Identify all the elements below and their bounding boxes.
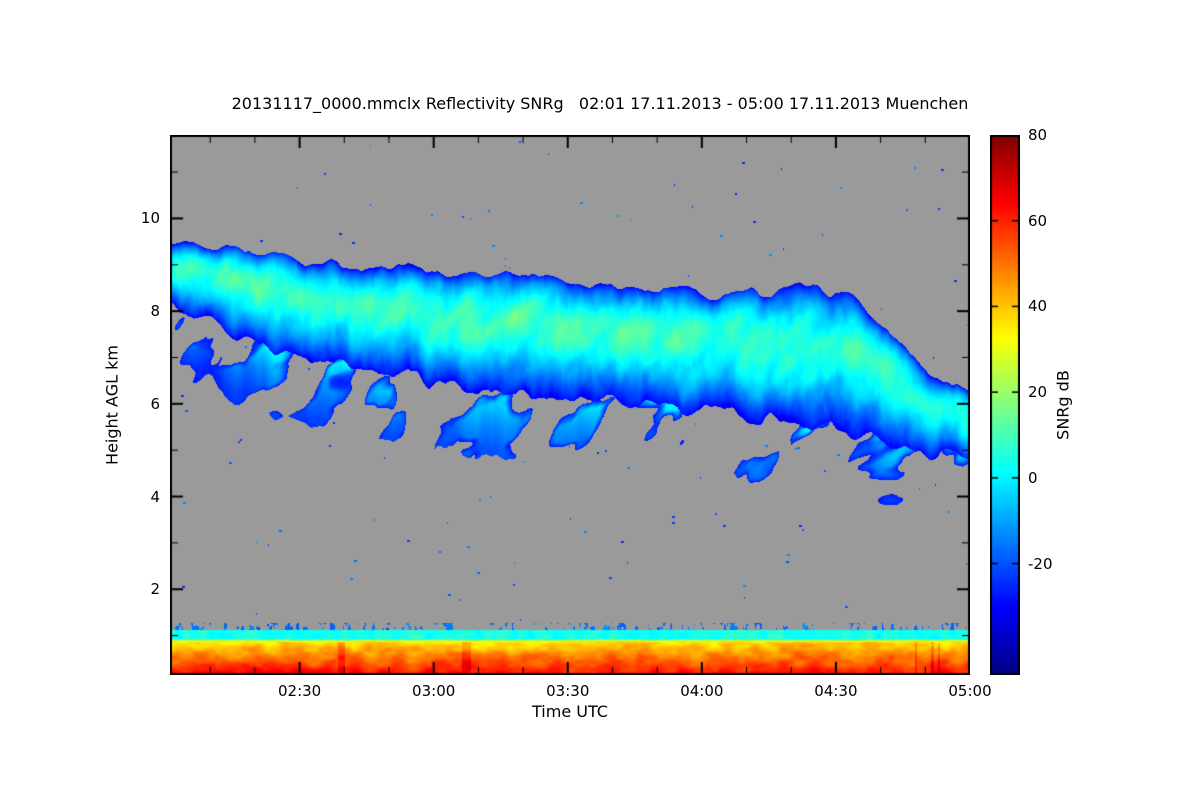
y-tick-label: 10 <box>140 209 160 228</box>
colorbar-tick-label: 80 <box>1028 126 1048 144</box>
x-tick-label: 03:00 <box>412 682 456 700</box>
y-tick-label: 6 <box>150 394 160 413</box>
y-tick-label: 4 <box>150 487 160 506</box>
x-tick-label: 03:30 <box>546 682 590 700</box>
x-tick-label: 04:00 <box>680 682 724 700</box>
x-tick-label: 02:30 <box>277 682 322 700</box>
x-tick-label: 04:30 <box>814 682 858 700</box>
colorbar-label: SNRg dB <box>1053 370 1073 440</box>
colorbar-tick-label: 0 <box>1028 468 1038 487</box>
heatmap-canvas <box>170 135 970 675</box>
colorbar-tick-label: -20 <box>1028 554 1053 573</box>
x-tick-label: 05:00 <box>948 682 992 700</box>
colorbar-tick-label: 40 <box>1028 297 1048 316</box>
y-tick-label: 8 <box>150 302 160 321</box>
y-tick-label: 2 <box>150 580 160 599</box>
colorbar-canvas <box>990 135 1020 675</box>
x-axis-label: Time UTC <box>532 702 608 721</box>
colorbar-tick-label: 60 <box>1028 211 1048 230</box>
chart-title: 20131117_0000.mmclx Reflectivity SNRg 02… <box>231 94 969 113</box>
colorbar-tick-label: 20 <box>1028 383 1048 402</box>
y-axis-label: Height AGL km <box>102 345 122 465</box>
